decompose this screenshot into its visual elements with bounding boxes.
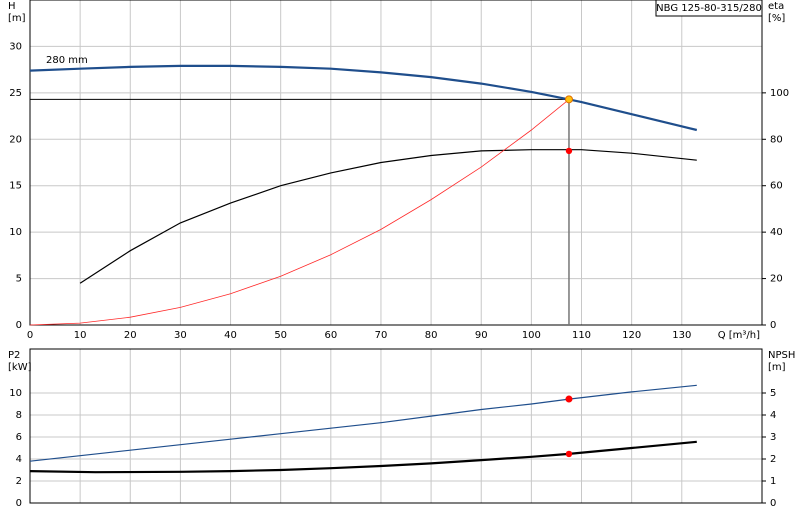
operating-point-y2 <box>565 147 573 155</box>
y-tick-label: 5 <box>16 274 22 285</box>
y2-tick-label: 1 <box>770 476 776 487</box>
y2-tick-label: 3 <box>770 432 776 443</box>
x-tick-label: 70 <box>375 330 388 341</box>
y2-tick-label: 80 <box>770 134 783 145</box>
y2-tick-label: 40 <box>770 227 783 238</box>
y2-axis-label: eta <box>768 1 784 12</box>
plot-frame <box>29 348 763 504</box>
x-tick-label: 50 <box>274 330 287 341</box>
y-axis-label: P2 <box>8 350 20 361</box>
y-axis-unit: [m] <box>8 13 26 24</box>
y2-tick-label: 100 <box>770 88 789 99</box>
operating-point <box>565 395 573 403</box>
y-axis-unit: [kW] <box>8 362 32 373</box>
y-tick-label: 0 <box>16 320 22 331</box>
x-tick-label: 60 <box>324 330 337 341</box>
y-tick-label: 8 <box>16 410 22 421</box>
x-tick-label: 110 <box>572 330 591 341</box>
series-line <box>29 384 697 462</box>
y2-axis-label: NPSH <box>768 350 795 361</box>
y-tick-label: 10 <box>9 388 22 399</box>
x-tick-label: 90 <box>475 330 488 341</box>
y-tick-label: 10 <box>9 227 22 238</box>
x-tick-label: 40 <box>224 330 237 341</box>
y-tick-label: 30 <box>9 41 22 52</box>
y2-axis-unit: [%] <box>768 13 785 24</box>
series-line <box>29 99 570 326</box>
x-tick-label: 100 <box>522 330 541 341</box>
y2-axis-unit: [m] <box>768 362 786 373</box>
x-tick-label: 20 <box>124 330 137 341</box>
x-tick-label: 80 <box>425 330 438 341</box>
x-tick-label: 120 <box>622 330 641 341</box>
x-tick-label: 30 <box>174 330 187 341</box>
x-tick-label: 10 <box>74 330 87 341</box>
series-line <box>79 149 697 284</box>
y2-tick-label: 4 <box>770 410 776 421</box>
operating-point <box>564 95 573 104</box>
plot-frame <box>29 0 763 326</box>
y-tick-label: 20 <box>9 134 22 145</box>
y2-tick-label: 0 <box>770 320 776 331</box>
y2-tick-label: 5 <box>770 388 776 399</box>
y-tick-label: 25 <box>9 88 22 99</box>
operating-point-y2 <box>565 450 573 458</box>
series-line <box>29 64 698 132</box>
y2-tick-label: 2 <box>770 454 776 465</box>
x-tick-label: 0 <box>27 330 33 341</box>
y-tick-label: 0 <box>16 498 22 509</box>
y-axis-label: H <box>8 1 16 12</box>
chart-title: NBG 125-80-315/280 <box>656 3 762 14</box>
curve-annotation: 280 mm <box>46 55 88 66</box>
y-tick-label: 6 <box>16 432 22 443</box>
x-axis-label: Q [m³/h] <box>718 330 760 341</box>
y-tick-label: 4 <box>16 454 22 465</box>
y2-tick-label: 0 <box>770 498 776 509</box>
x-tick-label: 130 <box>672 330 691 341</box>
y2-tick-label: 60 <box>770 181 783 192</box>
title-box <box>655 0 763 17</box>
y-tick-label: 2 <box>16 476 22 487</box>
y-tick-label: 15 <box>9 181 22 192</box>
y2-tick-label: 20 <box>770 274 783 285</box>
